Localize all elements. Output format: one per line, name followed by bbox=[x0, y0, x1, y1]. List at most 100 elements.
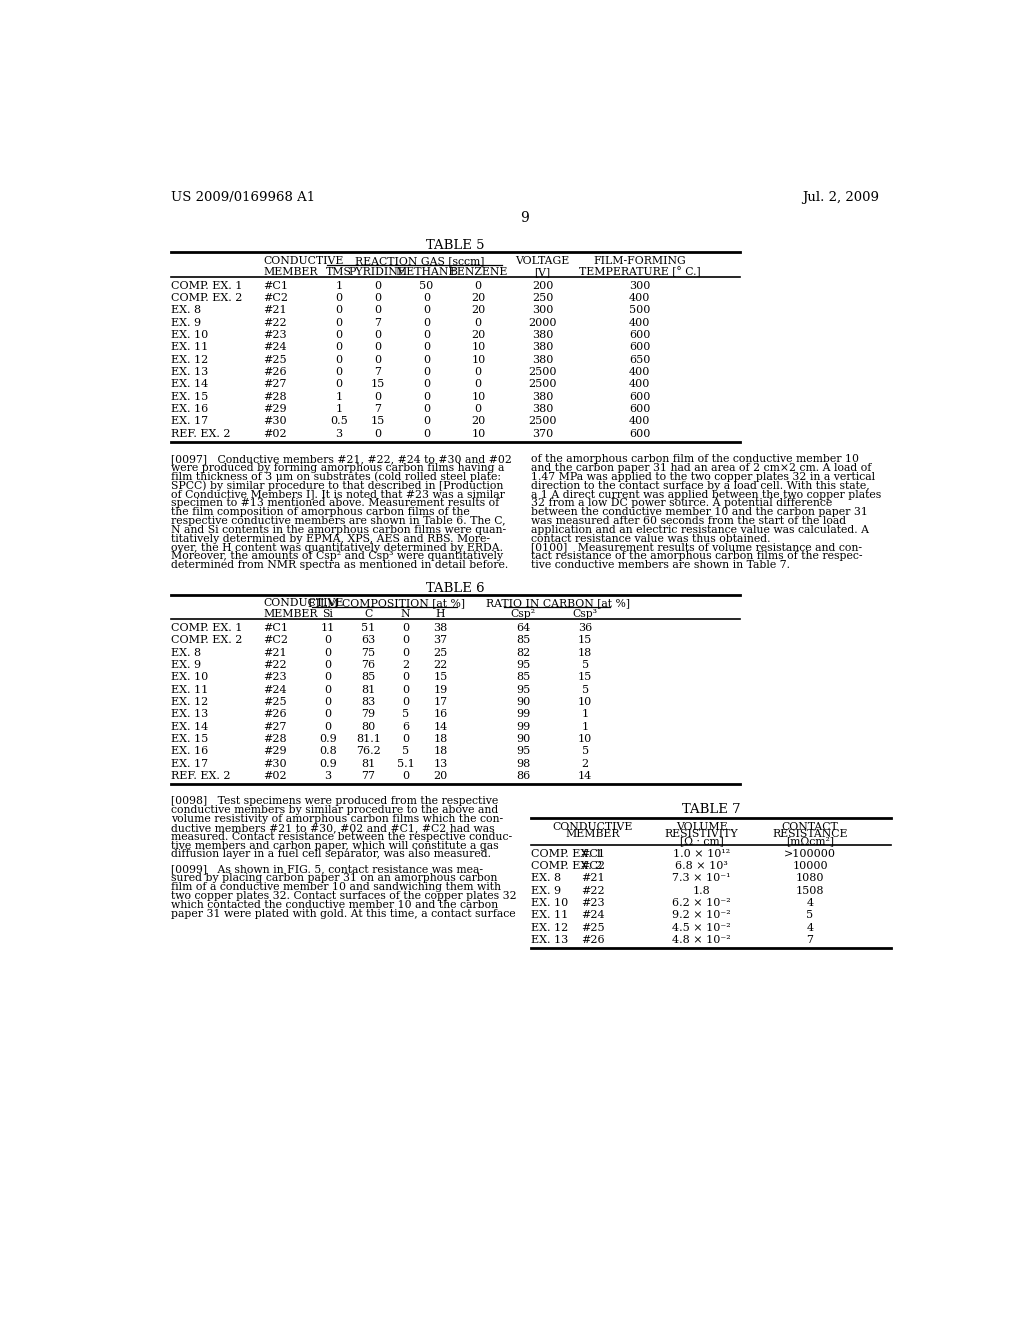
Text: #24: #24 bbox=[263, 685, 288, 694]
Text: 63: 63 bbox=[361, 635, 376, 645]
Text: 1.0 × 10¹²: 1.0 × 10¹² bbox=[673, 849, 730, 859]
Text: 0: 0 bbox=[401, 685, 409, 694]
Text: #24: #24 bbox=[263, 342, 288, 352]
Text: #25: #25 bbox=[582, 923, 605, 933]
Text: 0: 0 bbox=[401, 697, 409, 708]
Text: >100000: >100000 bbox=[784, 849, 836, 859]
Text: 0: 0 bbox=[401, 623, 409, 634]
Text: 0: 0 bbox=[325, 648, 332, 657]
Text: #C2: #C2 bbox=[581, 861, 605, 871]
Text: film thickness of 3 μm on substrates (cold rolled steel plate:: film thickness of 3 μm on substrates (co… bbox=[171, 471, 501, 482]
Text: REF. EX. 2: REF. EX. 2 bbox=[171, 429, 230, 438]
Text: of the amorphous carbon film of the conductive member 10: of the amorphous carbon film of the cond… bbox=[531, 454, 859, 465]
Text: 85: 85 bbox=[516, 635, 530, 645]
Text: [0099]   As shown in FIG. 5, contact resistance was mea-: [0099] As shown in FIG. 5, contact resis… bbox=[171, 865, 482, 874]
Text: 200: 200 bbox=[531, 281, 553, 290]
Text: [0098]   Test specimens were produced from the respective: [0098] Test specimens were produced from… bbox=[171, 796, 498, 807]
Text: tive conductive members are shown in Table 7.: tive conductive members are shown in Tab… bbox=[531, 561, 790, 570]
Text: EX. 17: EX. 17 bbox=[171, 759, 208, 768]
Text: #23: #23 bbox=[582, 898, 605, 908]
Text: CONDUCTIVE: CONDUCTIVE bbox=[553, 822, 633, 832]
Text: #25: #25 bbox=[263, 697, 288, 708]
Text: #02: #02 bbox=[263, 429, 288, 438]
Text: REF. EX. 2: REF. EX. 2 bbox=[171, 771, 230, 781]
Text: 15: 15 bbox=[371, 416, 385, 426]
Text: 1.47 MPa was applied to the two copper plates 32 in a vertical: 1.47 MPa was applied to the two copper p… bbox=[531, 471, 876, 482]
Text: #25: #25 bbox=[263, 355, 288, 364]
Text: 0: 0 bbox=[335, 293, 342, 304]
Text: 20: 20 bbox=[471, 293, 485, 304]
Text: 0.9: 0.9 bbox=[319, 734, 337, 744]
Text: N: N bbox=[400, 610, 411, 619]
Text: 600: 600 bbox=[629, 342, 650, 352]
Text: RATIO IN CARBON [at %]: RATIO IN CARBON [at %] bbox=[486, 598, 630, 609]
Text: #22: #22 bbox=[263, 660, 288, 671]
Text: CONTACT: CONTACT bbox=[781, 822, 839, 832]
Text: 90: 90 bbox=[516, 697, 530, 708]
Text: 0: 0 bbox=[335, 330, 342, 341]
Text: 25: 25 bbox=[433, 648, 447, 657]
Text: 36: 36 bbox=[579, 623, 592, 634]
Text: EX. 13: EX. 13 bbox=[171, 367, 208, 378]
Text: 10: 10 bbox=[471, 429, 485, 438]
Text: METHANE: METHANE bbox=[395, 267, 457, 277]
Text: 2000: 2000 bbox=[528, 318, 557, 327]
Text: #22: #22 bbox=[263, 318, 288, 327]
Text: 76.2: 76.2 bbox=[356, 746, 381, 756]
Text: 1: 1 bbox=[335, 404, 342, 414]
Text: 0: 0 bbox=[423, 416, 430, 426]
Text: #27: #27 bbox=[263, 722, 287, 731]
Text: 4.8 × 10⁻²: 4.8 × 10⁻² bbox=[672, 935, 731, 945]
Text: SPCC) by similar procedure to that described in [Production: SPCC) by similar procedure to that descr… bbox=[171, 480, 503, 491]
Text: contact resistance value was thus obtained.: contact resistance value was thus obtain… bbox=[531, 533, 770, 544]
Text: 7: 7 bbox=[374, 367, 381, 378]
Text: 0: 0 bbox=[401, 672, 409, 682]
Text: 0: 0 bbox=[374, 305, 381, 315]
Text: 5: 5 bbox=[582, 685, 589, 694]
Text: 0: 0 bbox=[475, 281, 482, 290]
Text: N and Si contents in the amorphous carbon films were quan-: N and Si contents in the amorphous carbo… bbox=[171, 525, 506, 535]
Text: 380: 380 bbox=[531, 342, 553, 352]
Text: 86: 86 bbox=[516, 771, 530, 781]
Text: 15: 15 bbox=[579, 635, 592, 645]
Text: 15: 15 bbox=[433, 672, 447, 682]
Text: CONDUCTIVE: CONDUCTIVE bbox=[263, 256, 344, 267]
Text: 380: 380 bbox=[531, 404, 553, 414]
Text: film of a conductive member 10 and sandwiching them with: film of a conductive member 10 and sandw… bbox=[171, 882, 501, 892]
Text: CONDUCTIVE: CONDUCTIVE bbox=[263, 598, 344, 609]
Text: 0: 0 bbox=[325, 635, 332, 645]
Text: C: C bbox=[365, 610, 373, 619]
Text: 38: 38 bbox=[433, 623, 447, 634]
Text: 3: 3 bbox=[325, 771, 332, 781]
Text: 0: 0 bbox=[335, 318, 342, 327]
Text: 99: 99 bbox=[516, 709, 530, 719]
Text: 0: 0 bbox=[423, 404, 430, 414]
Text: #28: #28 bbox=[263, 392, 288, 401]
Text: 5: 5 bbox=[582, 746, 589, 756]
Text: 0: 0 bbox=[374, 429, 381, 438]
Text: RESISTIVITY: RESISTIVITY bbox=[665, 829, 738, 840]
Text: EX. 13: EX. 13 bbox=[531, 935, 568, 945]
Text: of Conductive Members I]. It is noted that #23 was a similar: of Conductive Members I]. It is noted th… bbox=[171, 490, 505, 499]
Text: TMS: TMS bbox=[326, 267, 351, 277]
Text: titatively determined by EPMA, XPS, AES and RBS. More-: titatively determined by EPMA, XPS, AES … bbox=[171, 533, 489, 544]
Text: #21: #21 bbox=[263, 648, 288, 657]
Text: 4: 4 bbox=[807, 923, 813, 933]
Text: 0: 0 bbox=[423, 342, 430, 352]
Text: 1: 1 bbox=[582, 709, 589, 719]
Text: application and an electric resistance value was calculated. A: application and an electric resistance v… bbox=[531, 525, 869, 535]
Text: FILM COMPOSITION [at %]: FILM COMPOSITION [at %] bbox=[307, 598, 465, 609]
Text: 0: 0 bbox=[423, 392, 430, 401]
Text: 0: 0 bbox=[475, 379, 482, 389]
Text: specimen to #13 mentioned above. Measurement results of: specimen to #13 mentioned above. Measure… bbox=[171, 499, 499, 508]
Text: 5.1: 5.1 bbox=[396, 759, 415, 768]
Text: #24: #24 bbox=[582, 911, 605, 920]
Text: 11: 11 bbox=[321, 623, 335, 634]
Text: volume resistivity of amorphous carbon films which the con-: volume resistivity of amorphous carbon f… bbox=[171, 814, 503, 824]
Text: a 1 A direct current was applied between the two copper plates: a 1 A direct current was applied between… bbox=[531, 490, 882, 499]
Text: Csp²: Csp² bbox=[511, 610, 536, 619]
Text: 6.8 × 10³: 6.8 × 10³ bbox=[675, 861, 728, 871]
Text: BENZENE: BENZENE bbox=[450, 267, 508, 277]
Text: EX. 8: EX. 8 bbox=[531, 874, 561, 883]
Text: 0: 0 bbox=[401, 635, 409, 645]
